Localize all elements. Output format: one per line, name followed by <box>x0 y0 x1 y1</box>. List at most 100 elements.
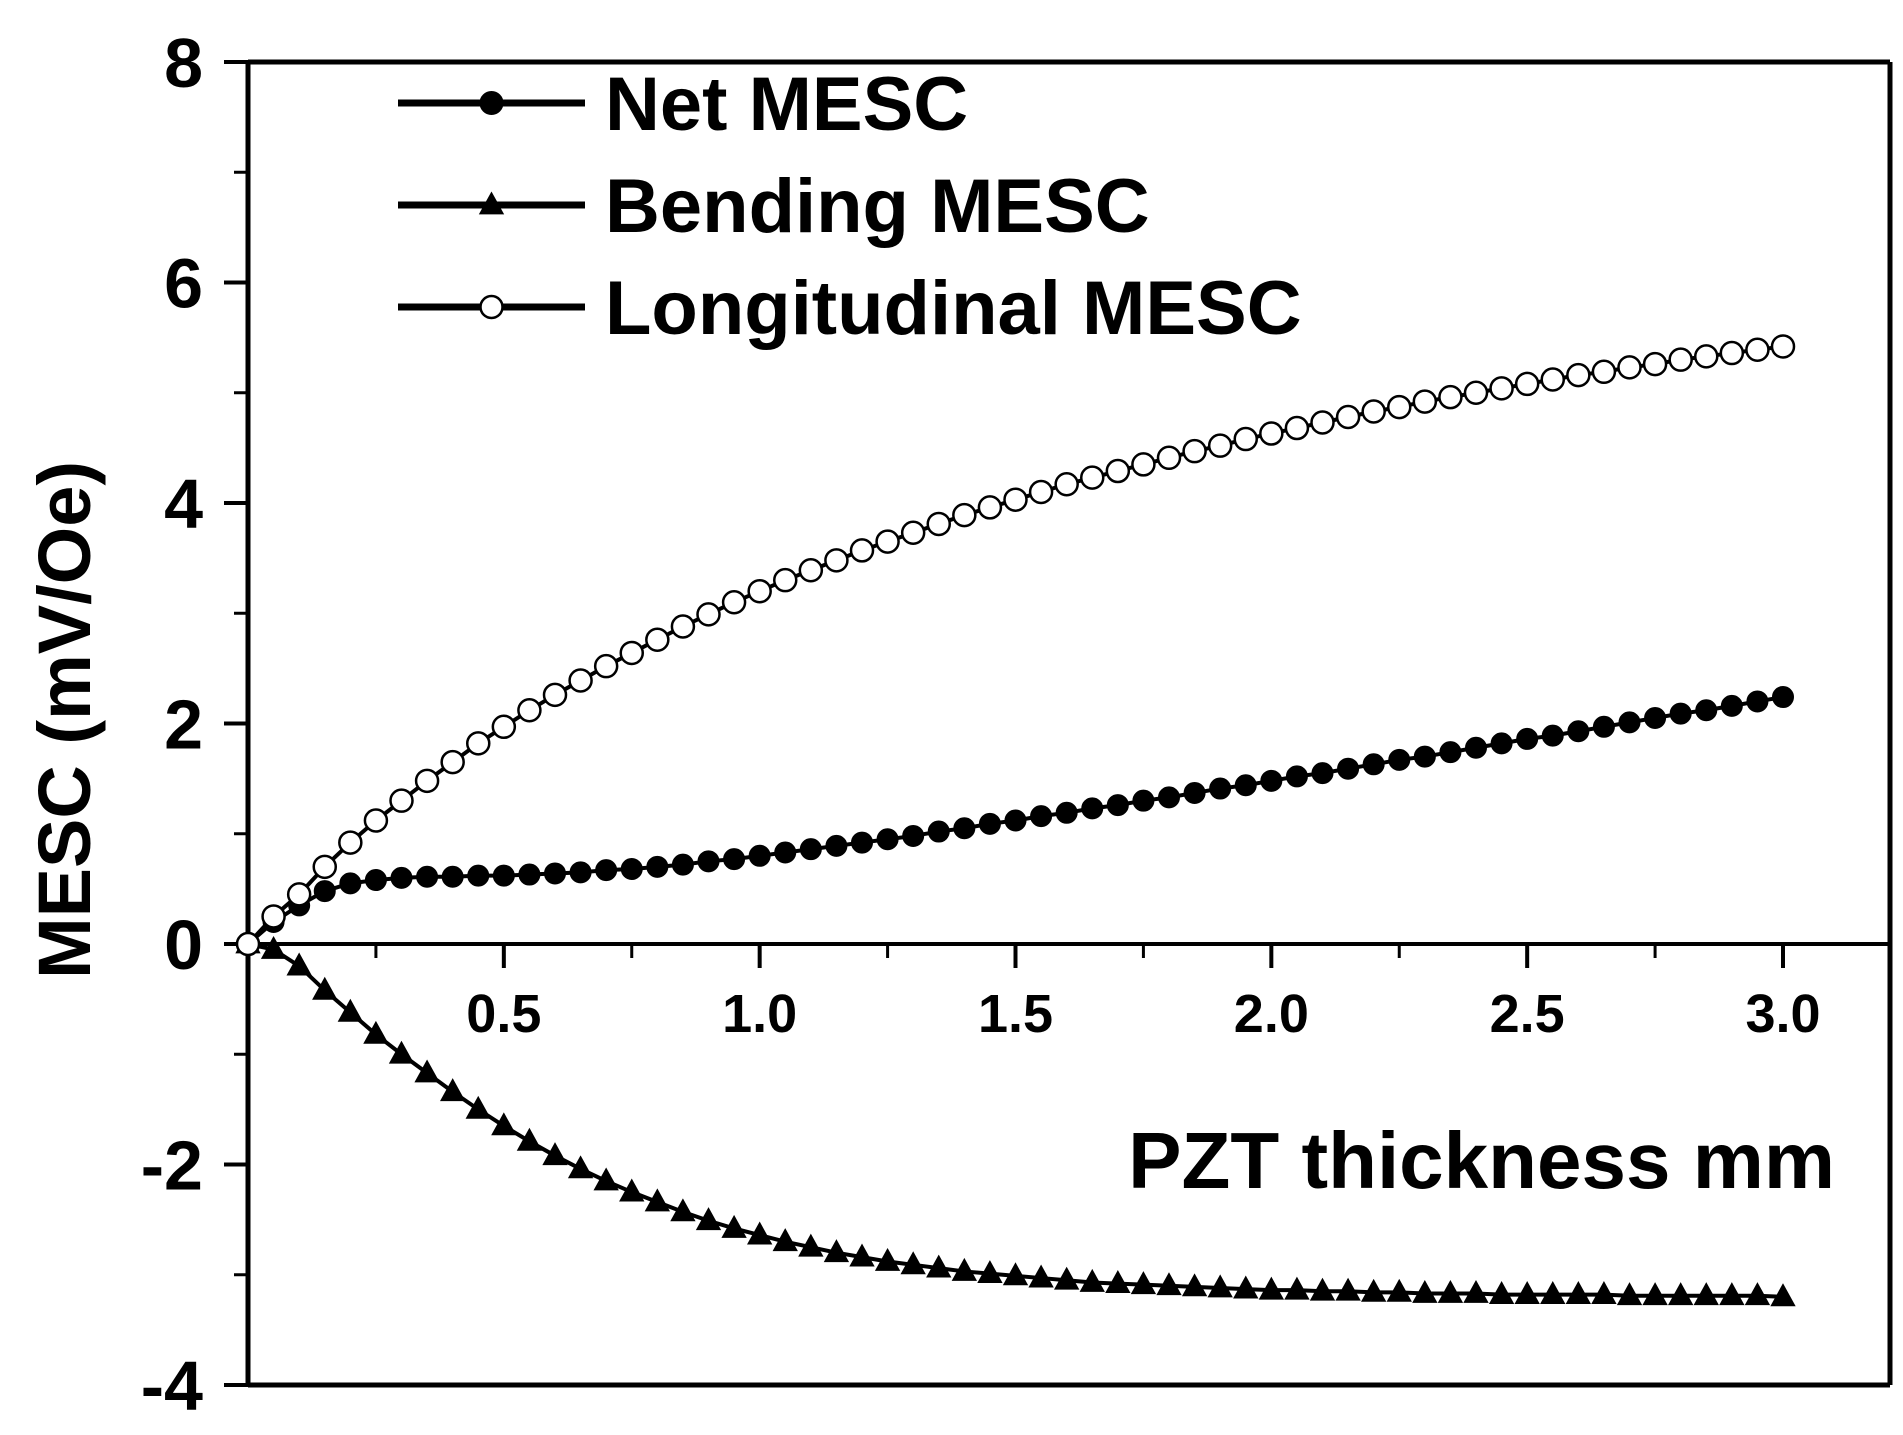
data-point-net-mesc <box>1618 711 1641 734</box>
data-point-longitudinal-mesc <box>1489 376 1514 401</box>
data-point-bending-mesc <box>286 952 312 976</box>
data-point-net-mesc <box>978 812 1001 835</box>
data-point-bending-mesc <box>1284 1276 1310 1300</box>
data-point-bending-mesc <box>900 1251 926 1275</box>
series-group <box>235 334 1796 1307</box>
data-point-net-mesc <box>1669 702 1692 725</box>
data-point-bending-mesc <box>721 1214 747 1238</box>
data-point-longitudinal-mesc <box>312 854 337 880</box>
data-point-bending-mesc <box>1514 1281 1540 1304</box>
legend-label: Bending MESC <box>605 164 1150 249</box>
data-point-bending-mesc <box>1412 1279 1438 1303</box>
data-point-net-mesc <box>1516 727 1539 750</box>
data-point-net-mesc <box>876 828 899 851</box>
data-point-bending-mesc <box>849 1243 875 1267</box>
data-point-net-mesc <box>1260 769 1283 792</box>
data-point-net-mesc <box>1004 809 1027 832</box>
data-point-longitudinal-mesc <box>338 830 363 855</box>
data-point-bending-mesc <box>1309 1277 1336 1301</box>
data-point-bending-mesc <box>1233 1275 1259 1299</box>
data-point-longitudinal-mesc <box>1207 433 1233 458</box>
data-point-net-mesc <box>723 848 746 871</box>
legend-entry-bending-mesc: Bending MESC <box>398 164 1150 249</box>
legend: Net MESC Bending MESC Longitudinal MESC <box>398 62 1302 351</box>
data-point-longitudinal-mesc <box>875 529 900 554</box>
data-point-bending-mesc <box>951 1257 978 1281</box>
data-point-bending-mesc <box>798 1233 824 1257</box>
data-point-longitudinal-mesc <box>1745 337 1770 363</box>
data-point-longitudinal-mesc <box>1335 404 1361 430</box>
data-point-longitudinal-mesc <box>1566 362 1591 388</box>
data-point-bending-mesc <box>337 998 364 1022</box>
data-point-bending-mesc <box>1079 1268 1105 1292</box>
data-point-net-mesc <box>1132 789 1155 812</box>
data-point-net-mesc <box>620 858 643 881</box>
data-point-net-mesc <box>1158 786 1180 809</box>
legend-label: Longitudinal MESC <box>605 266 1302 351</box>
data-point-bending-mesc <box>1002 1262 1029 1286</box>
data-point-net-mesc <box>1772 686 1794 709</box>
legend-marker <box>479 91 504 115</box>
x-tick-label: 2.0 <box>1234 984 1309 1044</box>
data-point-bending-mesc <box>695 1207 722 1231</box>
data-point-longitudinal-mesc <box>1310 410 1335 435</box>
data-point-longitudinal-mesc <box>696 602 721 627</box>
data-point-bending-mesc <box>465 1095 491 1119</box>
data-point-longitudinal-mesc <box>670 614 696 639</box>
data-point-longitudinal-mesc <box>1438 384 1463 410</box>
data-point-net-mesc <box>313 880 336 903</box>
y-tick-label: -4 <box>141 1347 203 1425</box>
data-point-bending-mesc <box>1540 1281 1566 1304</box>
data-point-bending-mesc <box>491 1112 517 1136</box>
data-point-net-mesc <box>1644 706 1667 729</box>
data-point-bending-mesc <box>542 1142 568 1166</box>
data-point-longitudinal-mesc <box>286 882 312 907</box>
data-point-longitudinal-mesc <box>542 682 568 708</box>
data-point-bending-mesc <box>516 1127 543 1151</box>
data-point-longitudinal-mesc <box>1131 452 1156 477</box>
data-point-longitudinal-mesc <box>1105 458 1131 484</box>
data-point-net-mesc <box>953 817 976 840</box>
data-point-net-mesc <box>1285 765 1308 788</box>
data-point-net-mesc <box>1695 699 1718 722</box>
data-point-net-mesc <box>1720 694 1743 717</box>
data-point-longitudinal-mesc <box>1694 344 1719 369</box>
data-point-longitudinal-mesc <box>363 808 389 833</box>
x-tick-label: 0.5 <box>466 984 541 1044</box>
data-point-bending-mesc <box>772 1228 798 1252</box>
data-point-net-mesc <box>1490 732 1513 755</box>
data-point-longitudinal-mesc <box>568 668 593 693</box>
data-point-longitudinal-mesc <box>1361 399 1386 424</box>
data-point-net-mesc <box>441 865 464 888</box>
data-point-longitudinal-mesc <box>1233 426 1258 452</box>
data-point-net-mesc <box>671 853 694 876</box>
y-tick-label: 8 <box>164 24 203 102</box>
series-longitudinal-mesc <box>235 334 1796 957</box>
data-point-longitudinal-mesc <box>1003 487 1028 512</box>
data-point-longitudinal-mesc <box>414 768 440 794</box>
data-point-net-mesc <box>1234 774 1257 797</box>
legend-entry-net-mesc: Net MESC <box>398 62 968 147</box>
data-point-longitudinal-mesc <box>1514 371 1540 397</box>
data-point-net-mesc <box>851 831 873 854</box>
data-point-bending-mesc <box>874 1247 901 1271</box>
data-point-longitudinal-mesc <box>900 520 926 546</box>
data-point-net-mesc <box>1183 781 1206 804</box>
data-point-bending-mesc <box>1642 1282 1668 1306</box>
data-point-bending-mesc <box>1360 1278 1387 1302</box>
data-point-bending-mesc <box>1181 1273 1208 1297</box>
data-point-longitudinal-mesc <box>1617 355 1642 380</box>
data-point-net-mesc <box>1413 745 1436 768</box>
data-point-longitudinal-mesc <box>1591 359 1617 385</box>
data-point-longitudinal-mesc <box>977 495 1003 520</box>
data-point-bending-mesc <box>414 1059 440 1083</box>
data-point-net-mesc <box>1541 724 1564 747</box>
data-point-net-mesc <box>697 850 720 873</box>
data-point-net-mesc <box>646 855 669 878</box>
data-point-bending-mesc <box>1130 1271 1157 1295</box>
data-point-net-mesc <box>518 863 541 886</box>
y-tick-label: 4 <box>164 465 203 543</box>
data-point-net-mesc <box>595 859 618 882</box>
y-tick-label: -2 <box>141 1127 203 1205</box>
